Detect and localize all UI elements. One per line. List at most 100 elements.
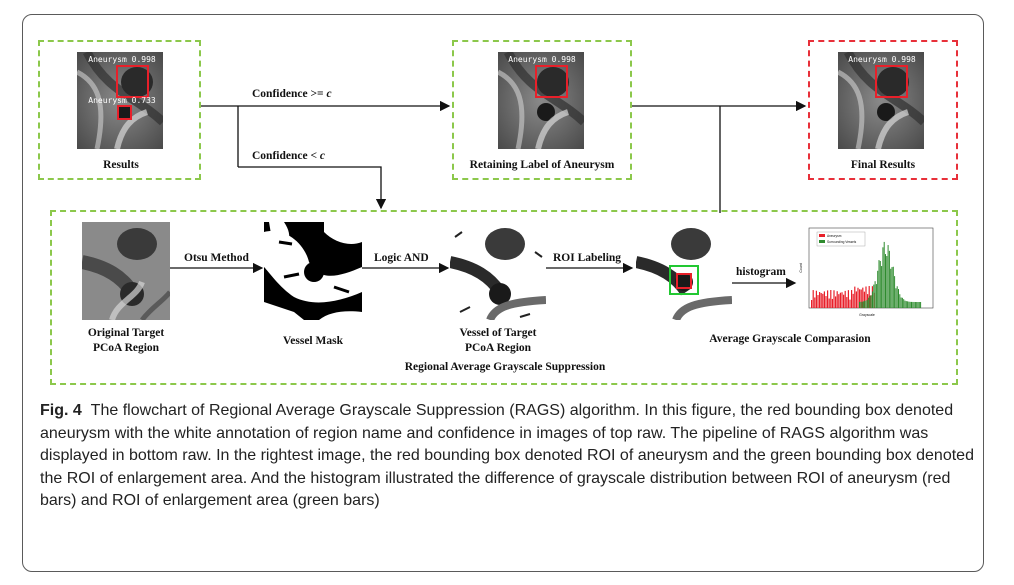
histogram-bar-aneurysm	[822, 293, 824, 308]
histogram-bar-surrounding	[911, 301, 912, 308]
histogram-bar-aneurysm	[814, 297, 816, 308]
figure-caption: Fig. 4 The flowchart of Regional Average…	[40, 400, 975, 513]
original-target-image	[82, 222, 170, 320]
legend-aneurysm: Aneurysm	[827, 234, 842, 238]
histogram-bar-surrounding	[885, 254, 886, 308]
histogram-bar-surrounding	[898, 289, 899, 308]
histogram-bar-surrounding	[890, 268, 892, 308]
histogram-bar-surrounding	[916, 301, 918, 308]
histogram-bar-aneurysm	[857, 287, 859, 308]
final-results-label: Final Results	[850, 159, 916, 171]
edge-label-confidence-ge: Confidence >= c	[252, 88, 332, 100]
edge-label-histogram: histogram	[736, 266, 786, 278]
histogram-bar-surrounding	[914, 301, 916, 308]
histogram-bar-surrounding	[866, 299, 868, 308]
histogram-bar-aneurysm	[847, 290, 849, 308]
histogram-bar-aneurysm	[841, 292, 843, 308]
final-results-annotation: Aneurysm 0.998	[848, 55, 916, 64]
histogram-bar-aneurysm	[823, 291, 825, 308]
legend-box	[816, 231, 866, 247]
histogram-bar-surrounding	[920, 301, 922, 308]
results-annotation-2: Aneurysm 0.733	[88, 96, 156, 105]
original-target-label-1: Original Target	[87, 327, 165, 339]
histogram-bar-aneurysm	[811, 300, 813, 308]
histogram-bar-surrounding	[917, 301, 919, 308]
histogram-bar-aneurysm	[830, 290, 832, 308]
histogram-bar-surrounding	[899, 294, 901, 308]
histogram-bar-surrounding	[872, 291, 873, 308]
histogram-bar-aneurysm	[820, 293, 822, 308]
histogram-bar-aneurysm	[815, 290, 817, 308]
vessel-target-label-2: PCoA Region	[464, 342, 532, 354]
histogram-bar-aneurysm	[838, 294, 840, 308]
histogram-bar-aneurysm	[828, 298, 830, 308]
histogram-bar-surrounding	[918, 301, 920, 308]
histogram-bar-aneurysm	[859, 289, 861, 308]
final-results-box	[808, 40, 958, 180]
retaining-label-box	[452, 40, 632, 180]
histogram-bar-surrounding	[859, 301, 860, 308]
histogram-bar-aneurysm	[843, 294, 845, 308]
histogram-bar-surrounding	[909, 301, 911, 308]
histogram-bar-aneurysm	[819, 292, 821, 308]
avg-grayscale-comparison-label: Average Grayscale Comparasion	[709, 333, 871, 345]
histogram-bar-aneurysm	[860, 289, 862, 308]
histogram-bar-surrounding	[882, 247, 884, 308]
retaining-label-image	[498, 52, 584, 149]
vessel-target-label-1: Vessel of Target	[459, 327, 537, 339]
histogram-bar-surrounding	[870, 295, 872, 308]
histogram-bar-surrounding	[900, 297, 902, 308]
histogram-bar-surrounding	[868, 297, 870, 308]
histogram-bar-surrounding	[873, 284, 875, 308]
results-label: Results	[103, 159, 139, 171]
histogram-bar-surrounding	[869, 295, 871, 308]
histogram-bar-surrounding	[877, 270, 879, 308]
histogram-bar-surrounding	[860, 301, 862, 308]
histogram-bar-aneurysm	[812, 290, 814, 308]
caption-text: The flowchart of Regional Average Graysc…	[40, 402, 974, 509]
histogram-bar-surrounding	[881, 266, 883, 308]
results-annotation-1: Aneurysm 0.998	[88, 55, 156, 64]
histogram-bar-aneurysm	[825, 296, 827, 308]
retaining-label: Retaining Label of Aneurysm	[469, 159, 615, 171]
histogram-bar-aneurysm	[855, 291, 857, 308]
histogram-bar-aneurysm	[865, 286, 867, 308]
histogram-bar-surrounding	[905, 301, 907, 308]
edge-label-otsu: Otsu Method	[184, 252, 249, 264]
histogram-bar-surrounding	[903, 299, 905, 308]
histogram-bar-aneurysm	[854, 286, 856, 308]
edge-label-logic-and: Logic AND	[374, 252, 429, 264]
final-results-image	[838, 52, 924, 149]
histogram-bar-aneurysm	[833, 290, 835, 308]
histogram-bar-surrounding	[891, 267, 893, 308]
histogram-bar-surrounding	[878, 260, 880, 308]
histogram-bar-aneurysm	[852, 293, 854, 308]
histogram-bar-surrounding	[864, 300, 866, 308]
results-box	[38, 40, 201, 180]
histogram-bar-surrounding	[912, 301, 914, 308]
histogram-bar-surrounding	[861, 301, 863, 308]
histogram-bar-surrounding	[883, 241, 885, 308]
histogram-bar-surrounding	[892, 266, 894, 308]
histogram-bar-surrounding	[904, 300, 906, 308]
histogram-bar-surrounding	[894, 276, 896, 308]
retaining-annotation: Aneurysm 0.998	[508, 55, 576, 64]
histogram-chart: Aneurysm Surrounding Vessels Grayscale C…	[797, 222, 937, 320]
histogram-bar-surrounding	[896, 286, 898, 308]
histogram-bar-aneurysm	[836, 291, 838, 308]
legend-swatch-surrounding	[819, 240, 825, 243]
histogram-bar-surrounding	[907, 301, 909, 308]
legend-swatch-aneurysm	[819, 234, 825, 237]
histogram-bar-surrounding	[874, 281, 876, 308]
histogram-ylabel: Count	[799, 263, 803, 272]
histogram-bar-surrounding	[879, 261, 881, 308]
vessel-mask-label: Vessel Mask	[283, 335, 343, 347]
histogram-bar-aneurysm	[851, 290, 853, 308]
vessel-mask-image	[264, 222, 362, 320]
histogram-bar-aneurysm	[868, 286, 870, 308]
histogram-bar-aneurysm	[849, 299, 851, 308]
histogram-bar-surrounding	[908, 301, 910, 308]
histogram-bar-surrounding	[913, 301, 915, 308]
histogram-bar-surrounding	[886, 255, 888, 308]
histogram-bar-surrounding	[888, 250, 890, 308]
